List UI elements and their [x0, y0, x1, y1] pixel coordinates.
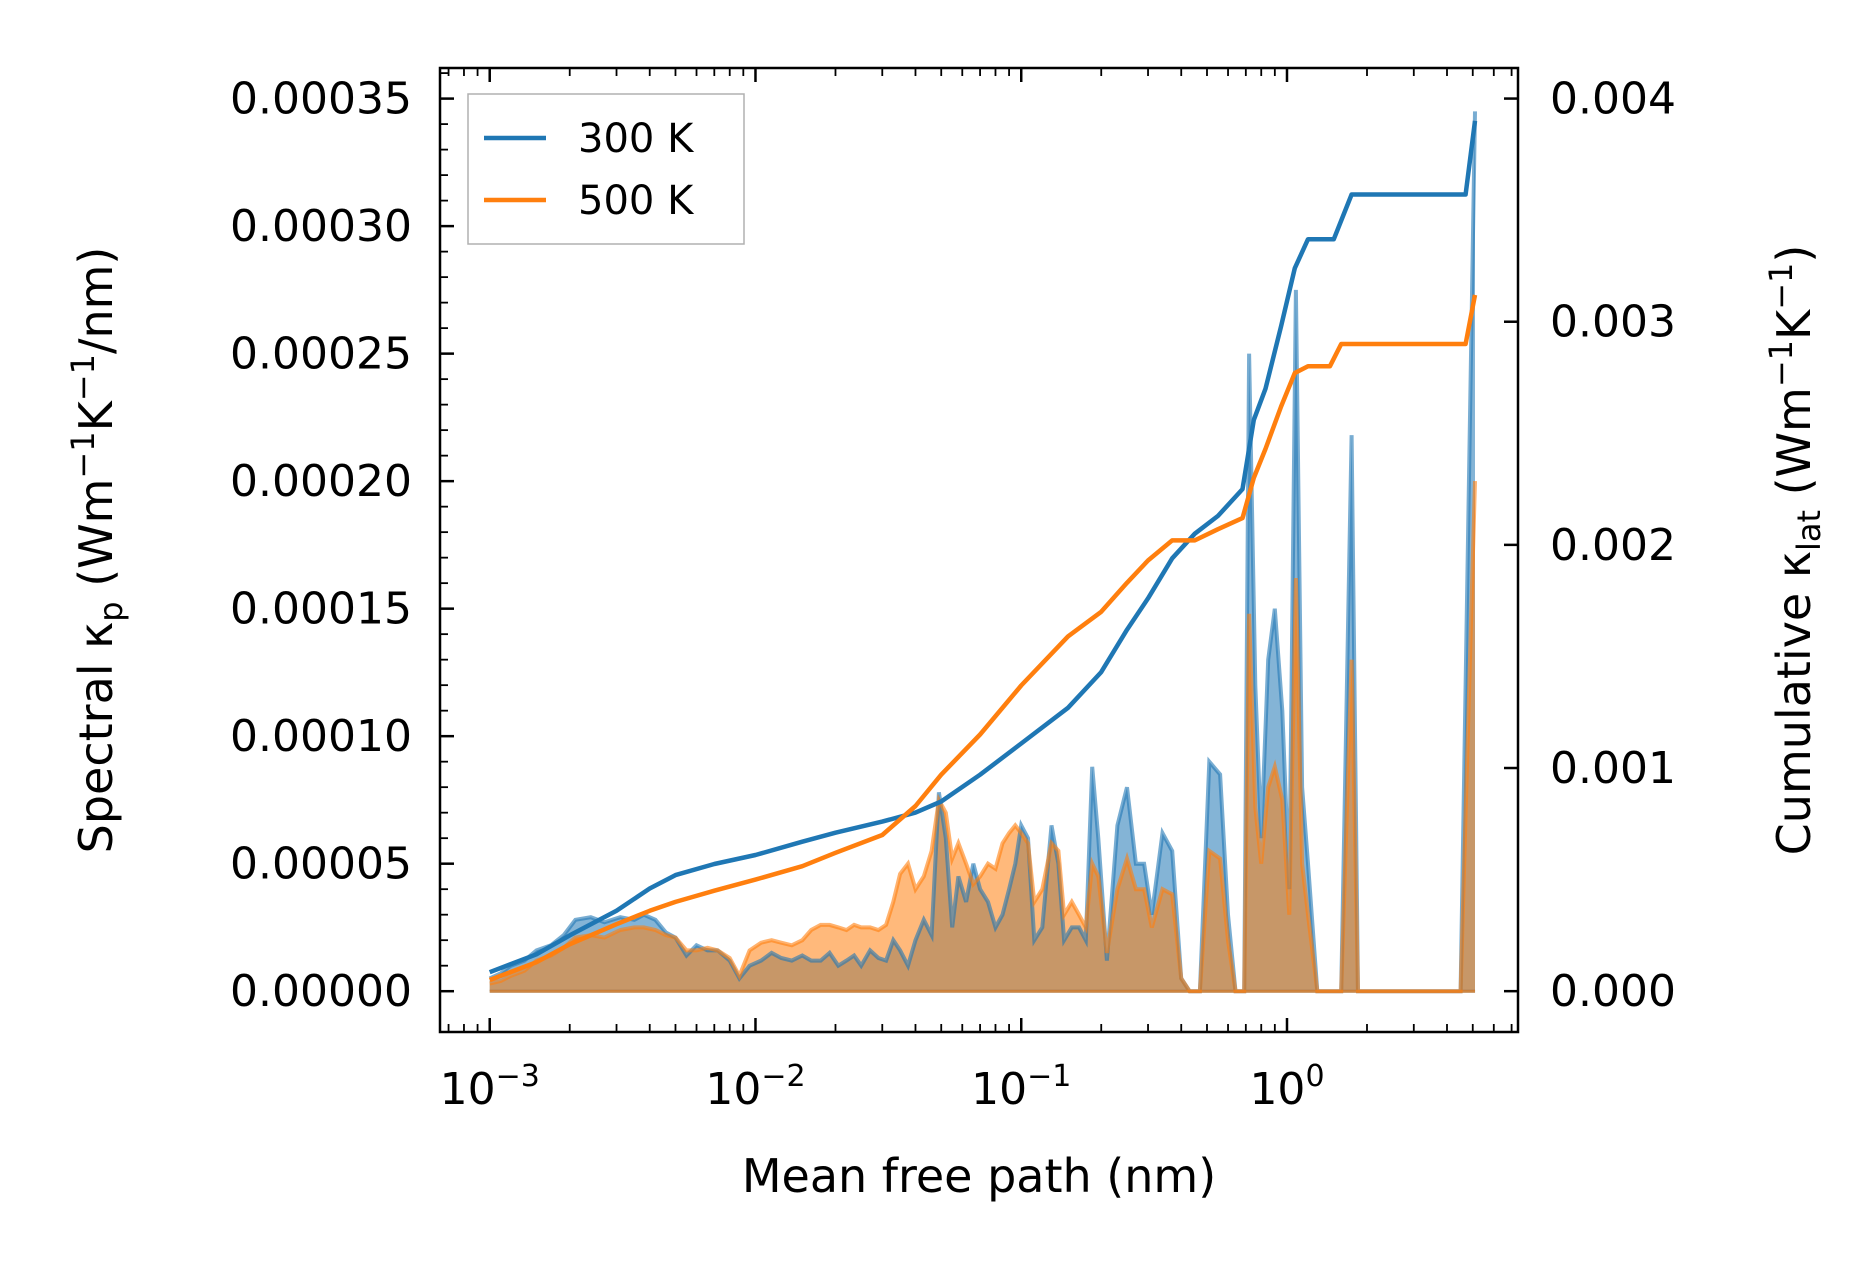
y-left-tick-label: 0.00035: [230, 74, 412, 125]
y-left-tick-label: 0.00025: [230, 329, 412, 380]
axes-frame: [438, 66, 1520, 1034]
y-left-tick-label: 0.00000: [230, 966, 412, 1017]
x-tick-label: 10−2: [705, 1059, 805, 1115]
legend-label: 300 K: [578, 116, 695, 162]
y-right-tick-label: 0.002: [1550, 520, 1676, 571]
legend-label: 500 K: [578, 178, 695, 224]
y-left-tick-label: 0.00030: [230, 201, 412, 252]
y-right-tick-label: 0.001: [1550, 743, 1676, 794]
x-axis-label: Mean free path (nm): [742, 1149, 1216, 1203]
x-tick-label: 10−3: [440, 1059, 540, 1115]
y-left-tick-label: 0.00005: [230, 839, 412, 890]
y-right-tick-label: 0.000: [1550, 966, 1676, 1017]
legend-box: [467, 93, 745, 245]
cumulative-line-300k: [488, 120, 1478, 975]
y-left-tick-label: 0.00015: [230, 584, 412, 635]
x-tick-label: 100: [1249, 1059, 1324, 1115]
x-tick-label: 10−1: [971, 1059, 1071, 1115]
y-left-tick-label: 0.00020: [230, 456, 412, 507]
y-right-tick-label: 0.004: [1550, 74, 1676, 125]
cumulative-line-500k: [488, 294, 1478, 983]
spectral-outline-300k: [488, 111, 1477, 994]
y-right-tick-label: 0.003: [1550, 297, 1676, 348]
y-left-axis-label: Spectral κp (Wm−1K−1/nm): [64, 247, 130, 854]
y-left-tick-label: 0.00010: [230, 711, 412, 762]
y-right-axis-label: Cumulative κlat (Wm−1K−1): [1762, 245, 1828, 856]
spectral-outline-500k: [489, 481, 1477, 994]
